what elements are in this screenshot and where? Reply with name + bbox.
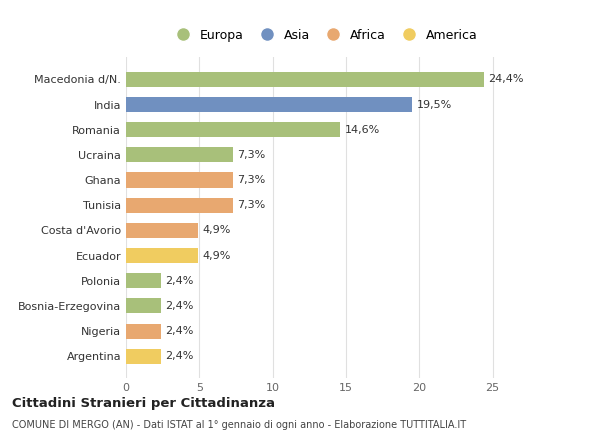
Legend: Europa, Asia, Africa, America: Europa, Asia, Africa, America bbox=[166, 25, 482, 45]
Text: 4,9%: 4,9% bbox=[202, 225, 230, 235]
Text: 19,5%: 19,5% bbox=[416, 99, 452, 110]
Bar bbox=[126, 198, 233, 213]
Text: 2,4%: 2,4% bbox=[166, 351, 194, 361]
Bar bbox=[126, 323, 161, 339]
Text: 24,4%: 24,4% bbox=[488, 74, 524, 84]
Text: COMUNE DI MERGO (AN) - Dati ISTAT al 1° gennaio di ogni anno - Elaborazione TUTT: COMUNE DI MERGO (AN) - Dati ISTAT al 1° … bbox=[12, 420, 466, 430]
Bar bbox=[126, 273, 161, 288]
Bar bbox=[126, 147, 233, 162]
Bar bbox=[126, 97, 412, 112]
Bar bbox=[126, 72, 484, 87]
Bar bbox=[126, 223, 198, 238]
Text: 7,3%: 7,3% bbox=[238, 175, 266, 185]
Text: 7,3%: 7,3% bbox=[238, 150, 266, 160]
Text: 2,4%: 2,4% bbox=[166, 276, 194, 286]
Text: Cittadini Stranieri per Cittadinanza: Cittadini Stranieri per Cittadinanza bbox=[12, 397, 275, 410]
Text: 7,3%: 7,3% bbox=[238, 200, 266, 210]
Text: 2,4%: 2,4% bbox=[166, 326, 194, 336]
Text: 4,9%: 4,9% bbox=[202, 250, 230, 260]
Bar bbox=[126, 248, 198, 263]
Bar bbox=[126, 348, 161, 364]
Text: 2,4%: 2,4% bbox=[166, 301, 194, 311]
Text: 14,6%: 14,6% bbox=[344, 125, 380, 135]
Bar bbox=[126, 122, 340, 137]
Bar bbox=[126, 172, 233, 187]
Bar bbox=[126, 298, 161, 313]
